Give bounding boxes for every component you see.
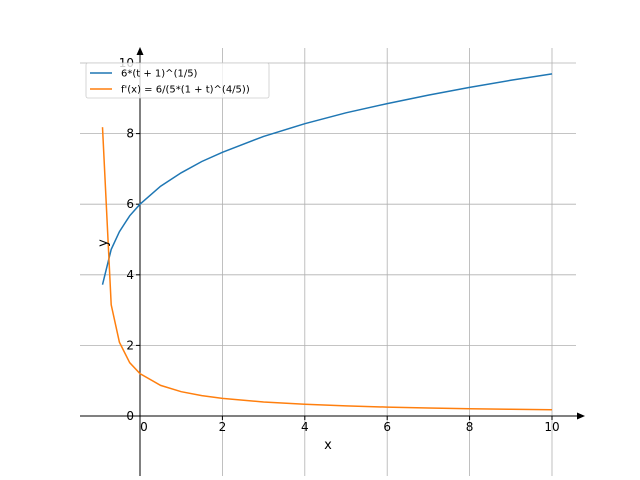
y-tick-label: 8 bbox=[126, 127, 134, 141]
axes bbox=[80, 47, 585, 476]
x-tick-label: 0 bbox=[140, 420, 148, 434]
x-tick-label: 8 bbox=[466, 420, 474, 434]
y-axis-label: y bbox=[96, 239, 111, 247]
grid bbox=[80, 48, 576, 476]
x-tick-label: 4 bbox=[301, 420, 309, 434]
y-tick-label: 0 bbox=[126, 409, 134, 423]
x-tick-label: 2 bbox=[219, 420, 227, 434]
legend-box bbox=[85, 62, 270, 99]
x-axis-label: x bbox=[324, 438, 332, 453]
y-axis-arrow bbox=[136, 47, 144, 55]
ticks: 02468100246810 bbox=[119, 56, 560, 434]
y-tick-label: 6 bbox=[126, 197, 134, 211]
legend: 6*(t + 1)^(1/5) f'(x) = 6/(5*(1 + t)^(4/5… bbox=[85, 62, 270, 99]
series-line-1 bbox=[101, 127, 553, 411]
series-lines bbox=[101, 73, 553, 411]
x-axis-arrow bbox=[577, 412, 585, 420]
y-tick-label: 2 bbox=[126, 338, 134, 352]
series-line-0 bbox=[101, 73, 553, 285]
y-tick-label: 4 bbox=[126, 268, 134, 282]
legend-label: 6*(t + 1)^(1/5) bbox=[121, 69, 198, 80]
x-tick-label: 10 bbox=[544, 420, 559, 434]
x-tick-label: 6 bbox=[383, 420, 391, 434]
legend-label: f'(x) = 6/(5*(1 + t)^(4/5)) bbox=[121, 85, 250, 96]
